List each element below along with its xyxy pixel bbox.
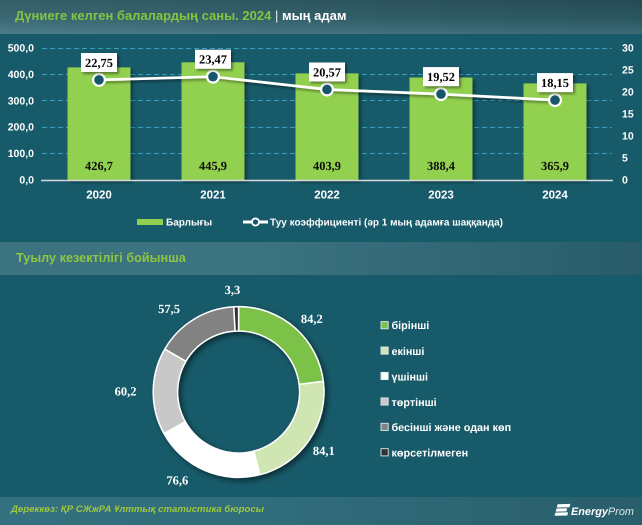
svg-text:445,9: 445,9	[199, 159, 227, 173]
svg-text:300,0: 300,0	[8, 95, 34, 107]
svg-text:2022: 2022	[314, 190, 340, 202]
svg-text:EnergyProm: EnergyProm	[571, 506, 634, 518]
svg-text:20: 20	[622, 87, 634, 99]
svg-text:25: 25	[622, 65, 634, 77]
svg-text:көрсетілмеген: көрсетілмеген	[392, 448, 469, 460]
svg-text:20,57: 20,57	[313, 66, 341, 80]
svg-text:Туу коэффициенті (әр 1 мың ада: Туу коэффициенті (әр 1 мың адамға шаққан…	[270, 218, 503, 229]
svg-text:үшінші: үшінші	[392, 371, 429, 383]
svg-text:төртінші: төртінші	[392, 397, 437, 409]
svg-text:60,2: 60,2	[115, 384, 137, 398]
svg-text:бесінші және одан көп: бесінші және одан көп	[392, 422, 512, 434]
svg-text:15: 15	[622, 109, 634, 121]
svg-text:57,5: 57,5	[158, 302, 180, 316]
svg-text:403,9: 403,9	[313, 159, 341, 173]
svg-text:2021: 2021	[200, 190, 226, 202]
svg-text:23,47: 23,47	[199, 53, 227, 67]
svg-text:2023: 2023	[428, 190, 454, 202]
svg-text:365,9: 365,9	[541, 159, 569, 173]
svg-text:388,4: 388,4	[427, 159, 455, 173]
svg-text:19,52: 19,52	[427, 70, 455, 84]
svg-text:0,0: 0,0	[19, 175, 34, 187]
svg-text:2024: 2024	[542, 190, 568, 202]
svg-text:76,6: 76,6	[166, 474, 188, 488]
svg-text:22,75: 22,75	[85, 56, 113, 70]
svg-text:500,0: 500,0	[8, 43, 34, 55]
svg-text:84,2: 84,2	[301, 312, 323, 326]
svg-text:0: 0	[622, 175, 628, 187]
svg-text:10: 10	[622, 131, 634, 143]
svg-text:2020: 2020	[86, 190, 112, 202]
svg-text:бірінші: бірінші	[392, 320, 430, 332]
svg-text:Барлығы: Барлығы	[166, 218, 212, 229]
svg-text:екінші: екінші	[392, 346, 425, 358]
svg-text:200,0: 200,0	[8, 122, 34, 134]
svg-text:5: 5	[622, 153, 628, 165]
svg-text:426,7: 426,7	[85, 159, 113, 173]
svg-text:3,3: 3,3	[225, 283, 241, 297]
svg-text:100,0: 100,0	[8, 148, 34, 160]
svg-text:18,15: 18,15	[541, 76, 569, 90]
svg-text:30: 30	[622, 43, 634, 55]
svg-text:84,1: 84,1	[313, 444, 335, 458]
svg-text:400,0: 400,0	[8, 69, 34, 81]
